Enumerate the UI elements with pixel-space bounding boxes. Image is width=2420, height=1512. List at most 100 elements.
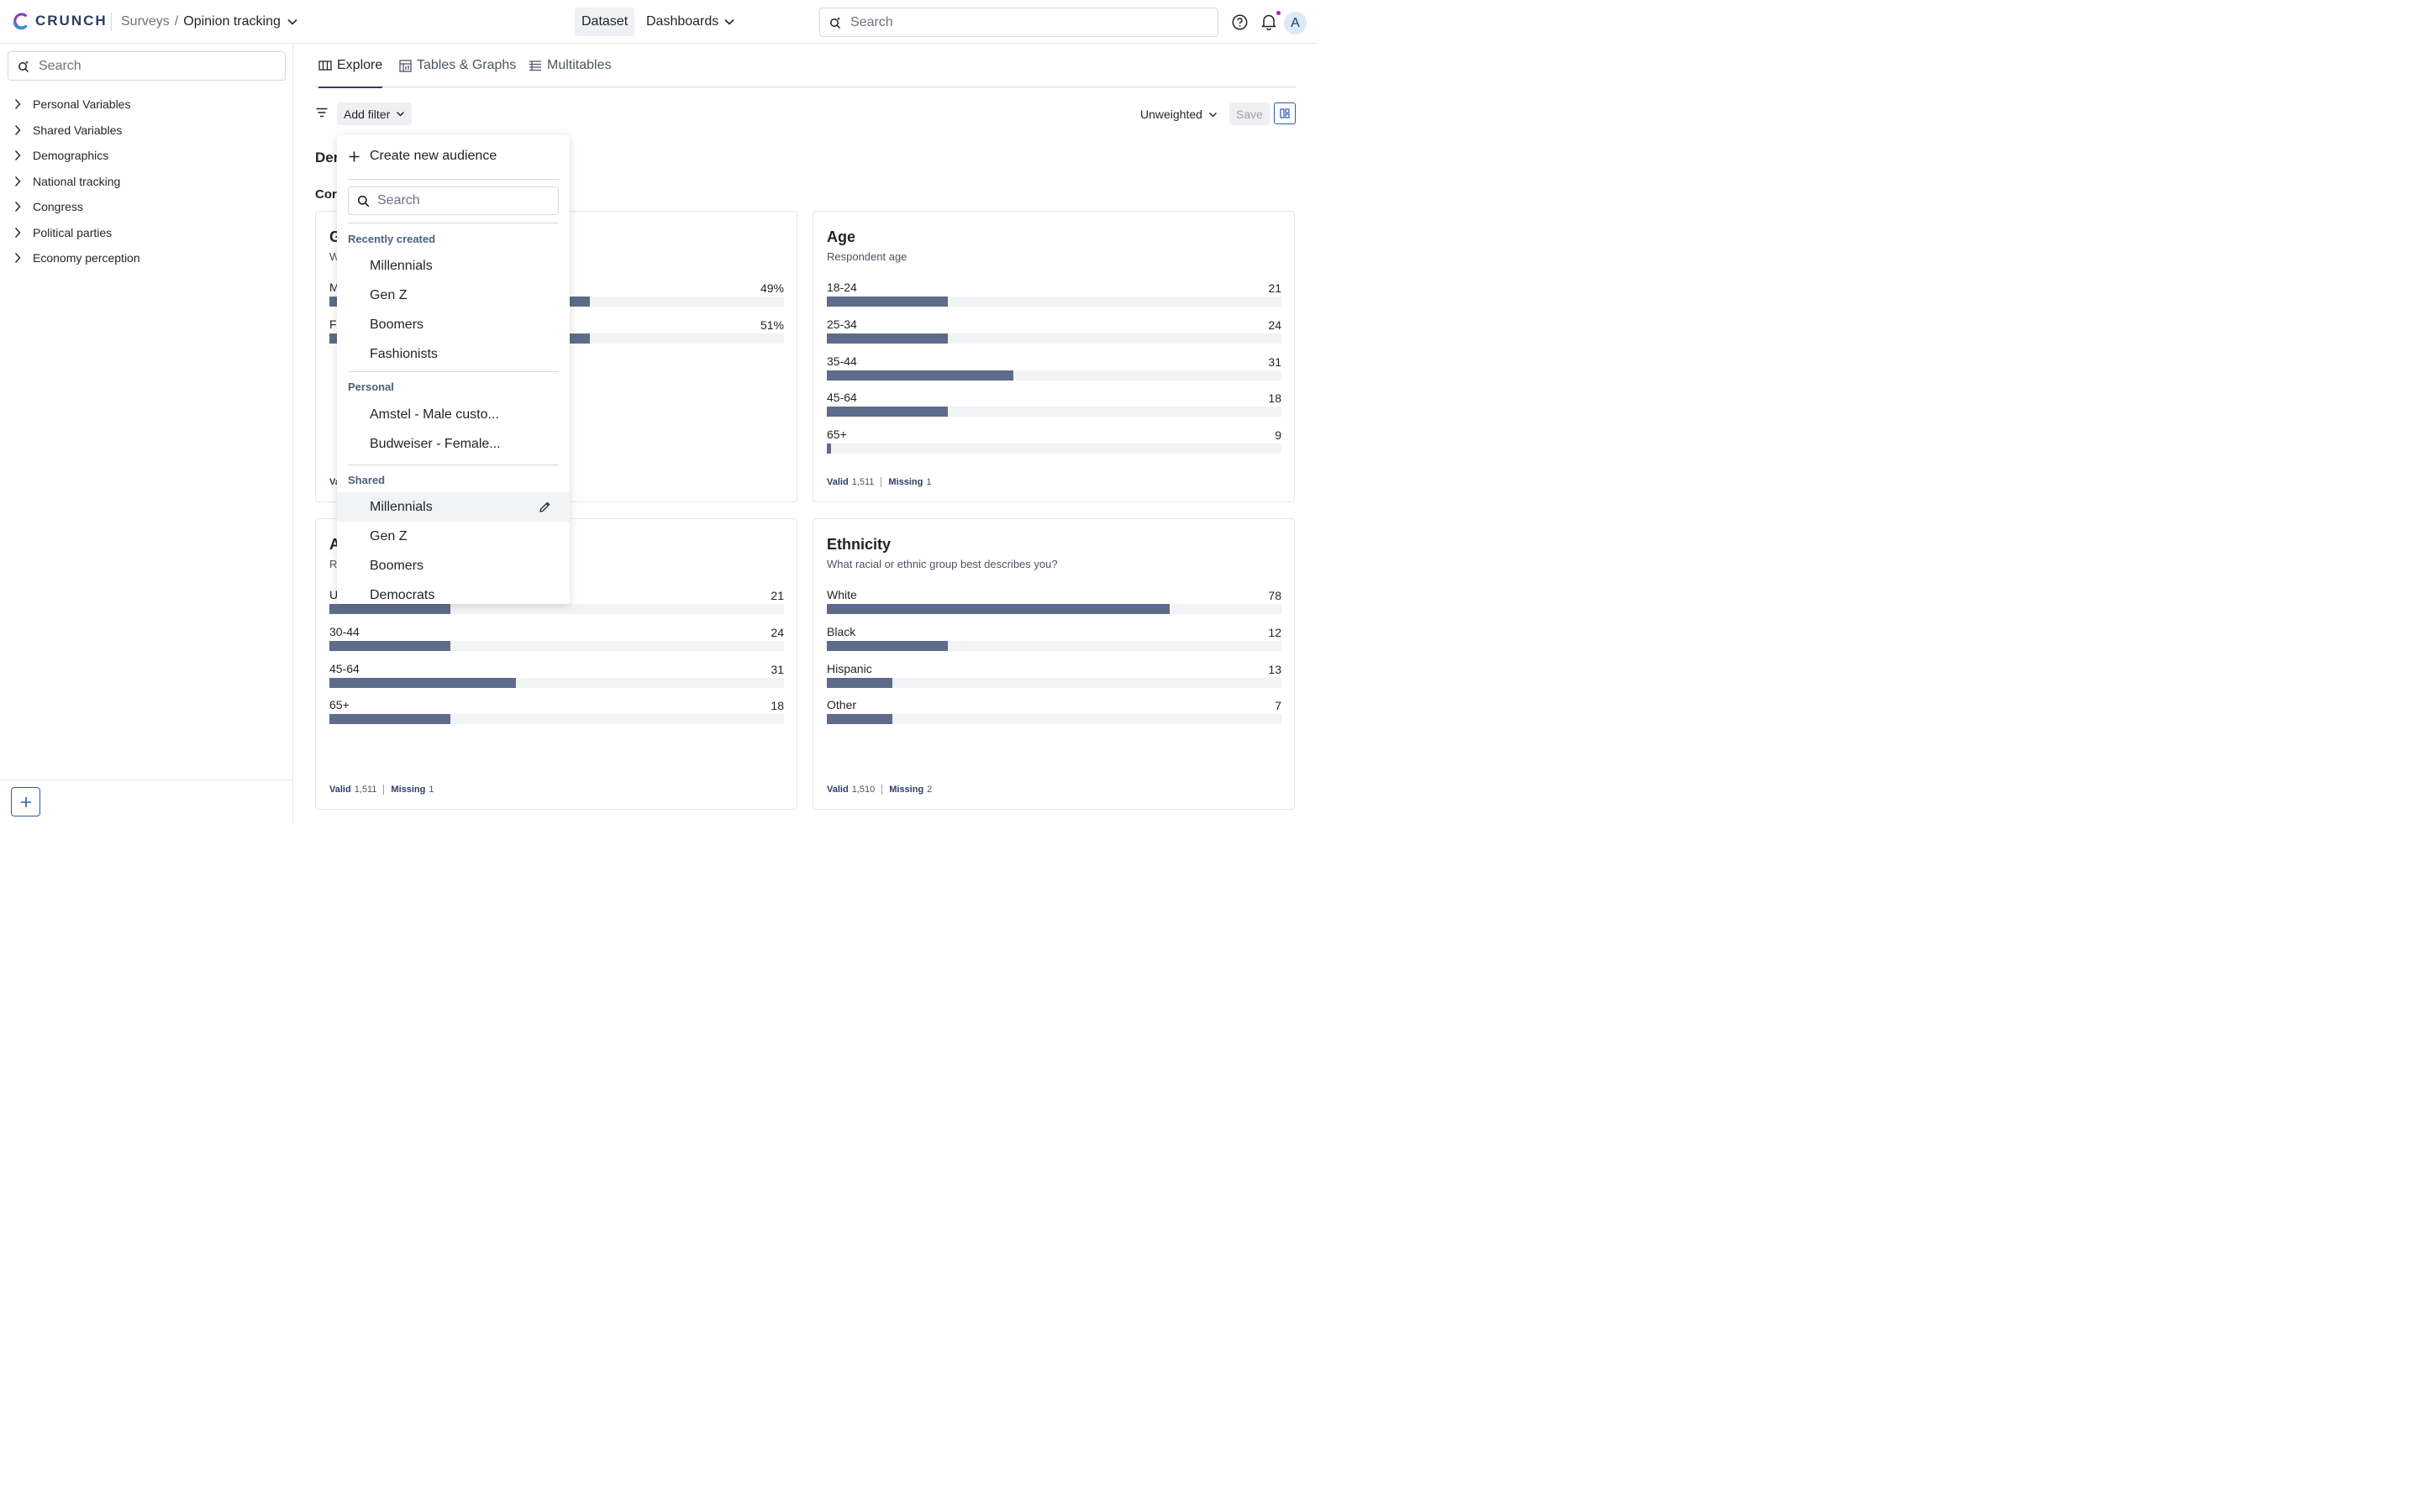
crunch-logo[interactable]: CRUNCH	[12, 12, 108, 30]
bar-track	[827, 297, 1281, 307]
bar-row: 30-44 24	[329, 625, 784, 662]
bar-row: 25-34 24	[827, 318, 1281, 354]
bar-label: U	[329, 588, 339, 601]
tab-multitables[interactable]: Multitables	[529, 44, 611, 87]
valid-count: 1,510	[851, 785, 876, 795]
sidebar-search[interactable]	[8, 51, 286, 81]
tab-explore[interactable]: Explore	[318, 44, 383, 88]
audience-item[interactable]: Gen Z	[370, 287, 408, 302]
bar-row: Black 12	[827, 625, 1281, 662]
chevron-right-icon	[14, 99, 21, 110]
bar-value: 21	[1268, 281, 1281, 295]
crunch-logo-icon	[13, 13, 27, 30]
bar-label: 45-64	[827, 391, 857, 405]
sidebar-item-demographics[interactable]: Demographics	[13, 143, 140, 169]
add-variable-button[interactable]	[11, 787, 40, 816]
audience-item[interactable]: Fashionists	[370, 346, 438, 361]
bar-fill	[827, 677, 892, 688]
bar-value: 24	[1268, 318, 1281, 332]
audience-item[interactable]: Boomers	[370, 558, 424, 573]
breadcrumb-surveys[interactable]: Surveys	[121, 14, 170, 29]
variable-card-ethnicity[interactable]: Ethnicity What racial or ethnic group be…	[813, 518, 1295, 810]
audience-item-hovered[interactable]: Millennials	[337, 492, 570, 522]
create-audience-button[interactable]: Create new audience	[348, 149, 497, 164]
variable-card-age[interactable]: Age Respondent age 18-24 21 25-34 24 35-44…	[813, 211, 1295, 502]
bar-row: 45-64 31	[329, 662, 784, 699]
bar-fill	[827, 407, 948, 417]
sidebar-item-label: Economy perception	[33, 251, 140, 265]
bar-track	[827, 714, 1281, 725]
bar-value: 12	[1268, 625, 1281, 639]
bar-value: 7	[1275, 699, 1281, 713]
save-button[interactable]: Save	[1229, 102, 1270, 125]
filter-icon[interactable]	[316, 108, 328, 118]
audience-item[interactable]: Boomers	[370, 317, 424, 332]
chevron-down-icon[interactable]	[287, 16, 298, 28]
sidebar-item-personal-variables[interactable]: Personal Variables	[13, 92, 140, 118]
global-search-input[interactable]	[850, 14, 1186, 30]
sidebar-item-label: Political parties	[33, 225, 113, 239]
chevron-right-icon	[14, 124, 21, 135]
add-filter-button[interactable]: Add filter	[337, 102, 413, 125]
bar-track	[827, 677, 1281, 688]
help-icon[interactable]	[1232, 14, 1248, 30]
sidebar-item-label: Personal Variables	[33, 97, 131, 112]
card-subtitle: R	[329, 558, 338, 570]
sidebar-item-political-parties[interactable]: Political parties	[13, 220, 140, 246]
nav-dashboards[interactable]: Dashboards	[646, 14, 735, 29]
bar-label: 30-44	[329, 624, 360, 638]
nav-dataset[interactable]: Dataset	[575, 8, 635, 36]
footer-separator	[383, 785, 385, 795]
missing-label: Missing	[889, 785, 924, 795]
tab-tables-graphs[interactable]: Tables & Graphs	[399, 44, 516, 87]
sidebar-item-national-tracking[interactable]: National tracking	[13, 169, 140, 195]
bar-row: Other 7	[827, 698, 1281, 735]
bar-value: 9	[1275, 428, 1281, 442]
tab-multitables-label: Multitables	[547, 58, 612, 72]
bar-label: 45-64	[329, 661, 360, 675]
pencil-icon[interactable]	[539, 501, 551, 513]
avatar[interactable]: A	[1284, 12, 1307, 34]
view-tabs: Explore Tables & Graphs Multitables	[315, 44, 1296, 88]
weighting-select[interactable]: Unweighted	[1140, 108, 1218, 121]
audience-search[interactable]	[348, 186, 559, 215]
card-footer: Valid 1,511 Missing 1	[329, 785, 434, 795]
bar-label: Hispanic	[827, 661, 872, 675]
layout-toggle-button[interactable]	[1274, 102, 1296, 124]
chevron-right-icon	[14, 202, 21, 213]
sidebar-item-congress[interactable]: Congress	[13, 194, 140, 220]
audience-item[interactable]: Amstel - Male custo...	[370, 407, 499, 422]
sidebar-item-economy-perception[interactable]: Economy perception	[13, 245, 140, 271]
chevron-right-icon	[14, 176, 21, 186]
sidebar-item-label: Demographics	[33, 149, 109, 163]
group-heading: Cor	[315, 187, 337, 202]
audience-item[interactable]: Democrats	[370, 587, 435, 602]
bar-track	[329, 640, 784, 651]
global-search[interactable]	[819, 8, 1218, 37]
bar-fill	[827, 370, 1014, 381]
audience-item[interactable]: Gen Z	[370, 528, 408, 543]
missing-count: 2	[927, 785, 933, 795]
nav-dashboards-label: Dashboards	[646, 14, 719, 29]
weighting-label: Unweighted	[1140, 108, 1202, 121]
sidebar-search-input[interactable]	[39, 58, 274, 74]
bar-row: 65+ 18	[329, 698, 784, 735]
audience-search-input[interactable]	[377, 193, 545, 208]
tab-explore-label: Explore	[337, 58, 383, 72]
group-label-recently-created: Recently created	[348, 233, 436, 245]
variable-tree: Personal Variables Shared Variables Demo…	[13, 92, 140, 271]
notification-dot	[1276, 11, 1281, 15]
audience-item[interactable]: Budweiser - Female...	[370, 436, 501, 451]
breadcrumb-current-dataset[interactable]: Opinion tracking	[183, 14, 281, 29]
bar-track	[329, 604, 784, 614]
bar-track	[827, 604, 1281, 614]
bar-track	[329, 714, 784, 725]
dropdown-divider	[348, 179, 559, 180]
add-filter-label: Add filter	[344, 107, 391, 121]
sidebar-item-shared-variables[interactable]: Shared Variables	[13, 118, 140, 144]
bell-icon[interactable]	[1261, 13, 1276, 30]
audience-item[interactable]: Millennials	[370, 258, 433, 273]
bar-label: White	[827, 588, 857, 601]
bar-label: Black	[827, 624, 856, 638]
bar-fill	[827, 444, 831, 454]
